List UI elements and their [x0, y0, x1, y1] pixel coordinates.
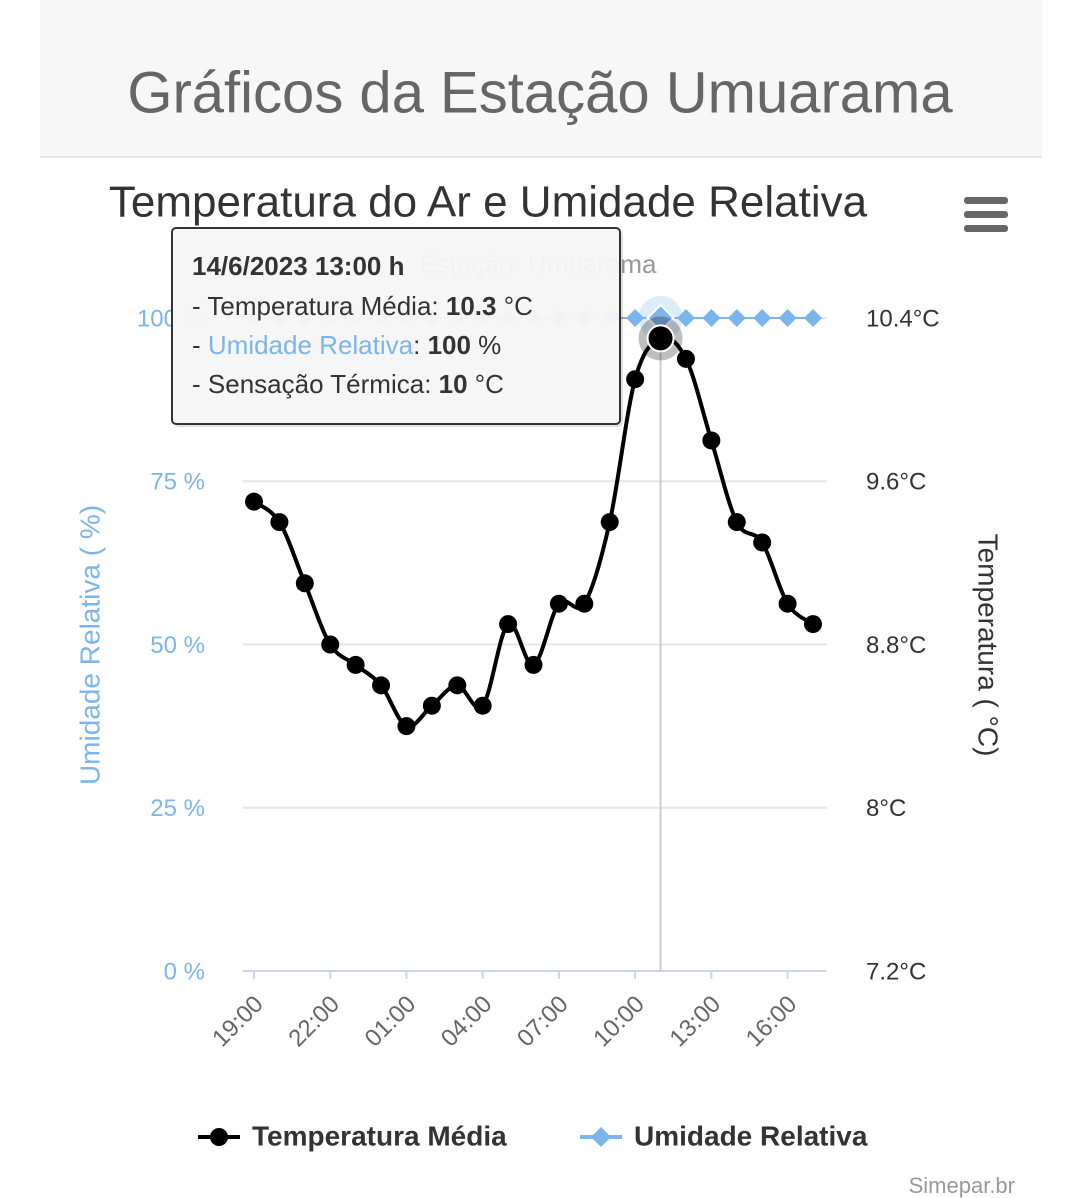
y-tick-label: 25 % [150, 795, 205, 822]
y2-tick-label: 8.8°C [866, 632, 926, 659]
point [753, 533, 772, 552]
point [270, 513, 289, 532]
menu-bar [964, 211, 1008, 218]
menu-bar [964, 197, 1008, 204]
point [804, 615, 822, 634]
legend-symbol [210, 1128, 228, 1146]
point [626, 309, 645, 327]
x-tick-label: 16:00 [741, 991, 803, 1053]
point [626, 370, 645, 389]
y2-tick-label: 10.4°C [866, 305, 940, 332]
point [804, 309, 822, 327]
y2-tick-label: 9.6°C [866, 469, 926, 496]
y2-tick-label: 7.2°C [866, 958, 926, 985]
point [499, 615, 518, 634]
tooltip-text: Umidade Relativa [208, 330, 414, 360]
y-tick-label: 75 % [150, 469, 205, 496]
x-tick-label: 19:00 [207, 991, 269, 1053]
menu-bar [964, 225, 1008, 232]
point [676, 349, 695, 368]
point [295, 574, 314, 593]
point [676, 309, 695, 327]
tooltip-text: - [192, 291, 207, 321]
page-title: Gráficos da Estação Umuarama [127, 60, 953, 125]
tooltip-row: - Sensação Térmica: 10 °C [192, 369, 504, 399]
point [600, 513, 619, 532]
point [473, 696, 492, 715]
point [245, 492, 263, 511]
tooltip-box [171, 227, 621, 425]
menu-button[interactable] [964, 197, 1008, 232]
point [372, 676, 391, 695]
tooltip-text: - [192, 330, 208, 360]
credit: Simepar.br [909, 1173, 1015, 1198]
x-tick-label: 01:00 [360, 991, 422, 1053]
point [778, 594, 797, 613]
point [646, 324, 675, 353]
y-axis-title: Umidade Relativa ( %) [74, 505, 105, 785]
legend-label: Temperatura Média [252, 1120, 507, 1151]
point [753, 309, 772, 327]
tooltip-text: : [431, 291, 445, 321]
point [702, 431, 721, 450]
y-tick-label: 50 % [150, 632, 205, 659]
tooltip-text: : [424, 369, 438, 399]
tooltip-row: - Temperatura Média: 10.3 °C [192, 291, 533, 321]
tooltip-text: 10 [439, 369, 468, 399]
header-bg [40, 0, 1042, 157]
tooltip-text: 100 [428, 330, 471, 360]
tooltip-text: °C [496, 291, 532, 321]
point [321, 635, 340, 654]
point [549, 594, 568, 613]
tooltip-text: - [192, 369, 208, 399]
point [702, 309, 721, 327]
legend-label: Umidade Relativa [634, 1120, 868, 1151]
tooltip-text: % [471, 330, 501, 360]
x-tick-label: 10:00 [588, 991, 650, 1053]
point [397, 717, 416, 736]
y-tick-label: 0 % [164, 958, 205, 985]
y2-tick-label: 8°C [866, 795, 906, 822]
point [575, 594, 594, 613]
legend-symbol [591, 1127, 611, 1147]
tooltip-text: : [413, 330, 427, 360]
y2-axis-title: Temperatura ( °C) [973, 534, 1004, 757]
point [778, 309, 797, 327]
point [448, 676, 467, 695]
point [422, 696, 441, 715]
chart-title: Temperatura do Ar e Umidade Relativa [109, 178, 868, 227]
x-tick-label: 13:00 [665, 991, 727, 1053]
tooltip-text: Sensação Térmica [208, 369, 425, 399]
point [727, 513, 746, 532]
tooltip-text: 10.3 [446, 291, 497, 321]
x-tick-label: 07:00 [512, 991, 574, 1053]
tooltip: 14/6/2023 13:00 h - Temperatura Média: 10… [171, 227, 623, 427]
x-tick-label: 04:00 [436, 991, 498, 1053]
tooltip-text: °C [468, 369, 504, 399]
tooltip-row: - Umidade Relativa: 100 % [192, 330, 501, 360]
point [727, 309, 746, 327]
point [524, 655, 543, 674]
tooltip-text: Temperatura Média [207, 291, 432, 321]
x-tick-label: 22:00 [283, 991, 345, 1053]
point [346, 655, 365, 674]
tooltip-header: 14/6/2023 13:00 h [192, 251, 405, 281]
